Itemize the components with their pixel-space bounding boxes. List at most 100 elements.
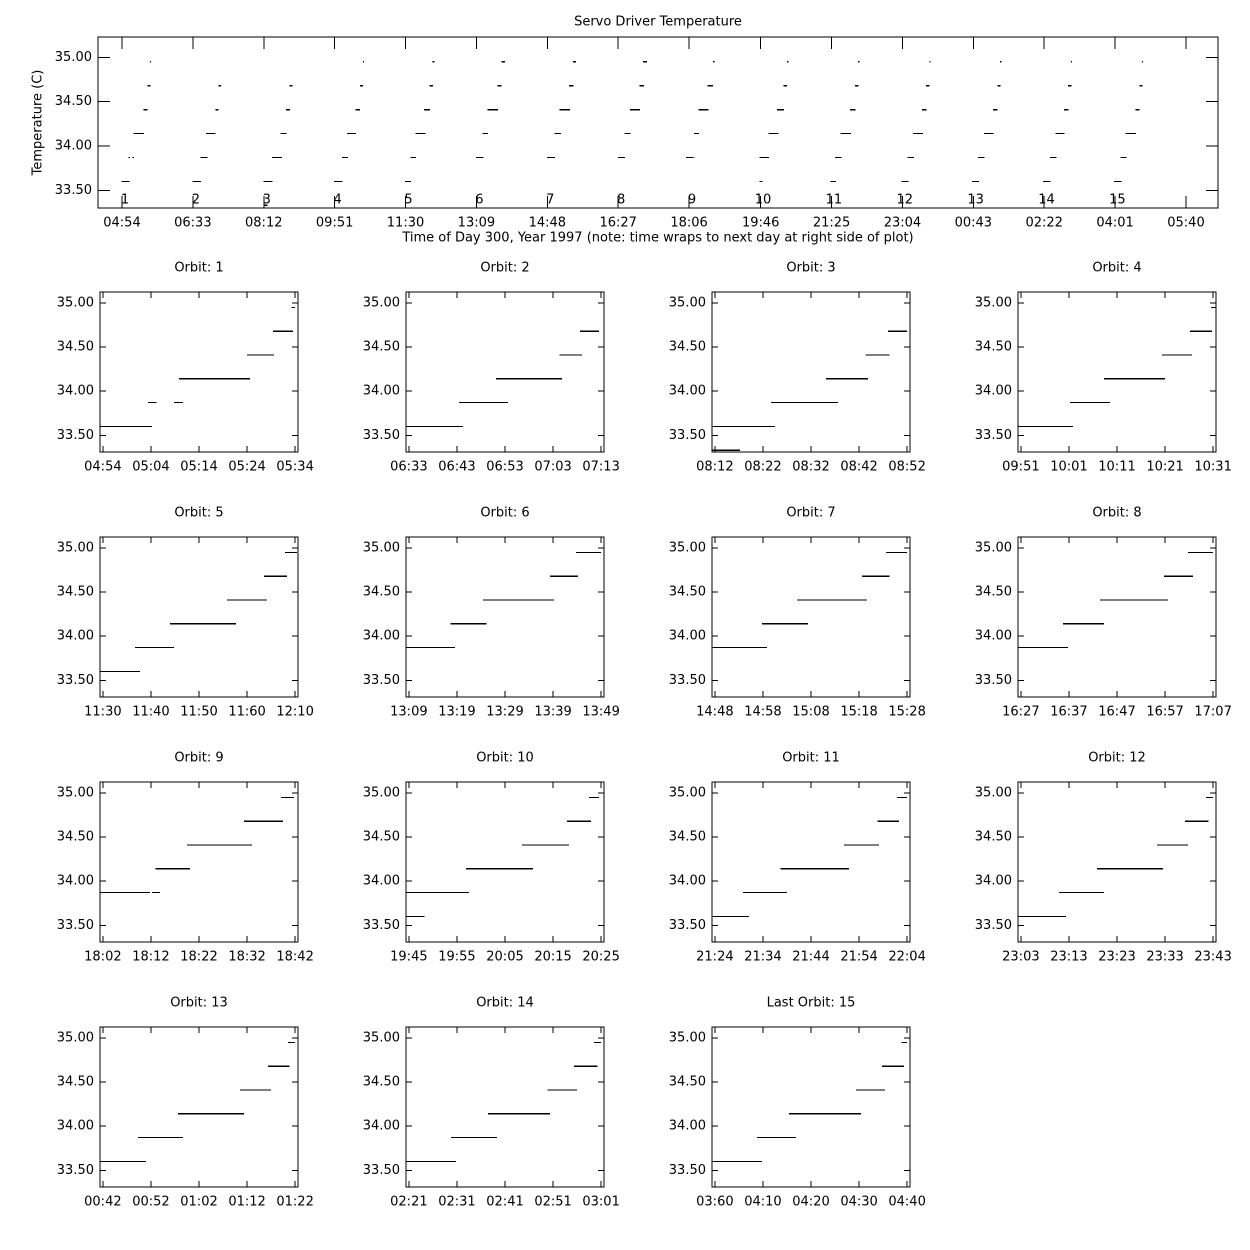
orbit-label: 12: [896, 193, 913, 208]
orbit-label: 7: [546, 193, 554, 208]
x-tick-label: 09:51: [316, 216, 353, 231]
orbit-label: 8: [617, 193, 625, 208]
x-tick-label: 04:54: [103, 216, 140, 231]
y-tick-label: 34.50: [669, 585, 706, 600]
chart-title: Orbit: 7: [786, 506, 835, 521]
y-tick-label: 34.50: [57, 585, 94, 600]
plot-frame: [99, 781, 299, 943]
x-tick-label: 21:24: [696, 950, 733, 965]
orbit-label: 11: [826, 193, 843, 208]
x-tick-label: 23:03: [1002, 950, 1039, 965]
x-tick-label: 06:33: [390, 460, 427, 475]
x-tick-label: 08:52: [888, 460, 925, 475]
x-tick-label: 22:04: [888, 950, 925, 965]
x-tick-label: 18:22: [180, 950, 217, 965]
chart-title: Last Orbit: 15: [767, 996, 856, 1011]
x-tick-label: 18:02: [84, 950, 121, 965]
x-tick-label: 08:12: [696, 460, 733, 475]
orbit-label: 4: [334, 193, 342, 208]
x-tick-label: 08:42: [840, 460, 877, 475]
y-tick-label: 33.50: [975, 428, 1012, 443]
x-tick-label: 13:09: [390, 705, 427, 720]
y-tick-label: 34.50: [669, 830, 706, 845]
x-tick-label: 05:04: [132, 460, 169, 475]
chart-title: Servo Driver Temperature: [574, 15, 742, 30]
plot-frame: [711, 291, 911, 453]
x-tick-label: 05:14: [180, 460, 217, 475]
x-tick-label: 23:23: [1098, 950, 1135, 965]
x-tick-label: 13:19: [438, 705, 475, 720]
x-tick-label: 06:33: [174, 216, 211, 231]
x-tick-label: 10:31: [1194, 460, 1231, 475]
y-tick-label: 33.50: [57, 428, 94, 443]
y-tick-label: 33.50: [363, 918, 400, 933]
x-tick-label: 07:03: [534, 460, 571, 475]
y-tick-label: 35.00: [363, 786, 400, 801]
y-tick-label: 34.50: [55, 94, 92, 109]
x-tick-label: 20:15: [534, 950, 571, 965]
x-tick-label: 17:07: [1194, 705, 1231, 720]
x-tick-label: 11:30: [387, 216, 424, 231]
x-tick-label: 10:11: [1098, 460, 1135, 475]
x-tick-label: 04:20: [792, 1195, 829, 1210]
x-tick-label: 15:28: [888, 705, 925, 720]
plot-frame: [1017, 291, 1217, 453]
y-tick-label: 34.00: [669, 629, 706, 644]
y-tick-label: 35.00: [669, 541, 706, 556]
y-tick-label: 34.00: [669, 1119, 706, 1134]
y-tick-label: 34.50: [669, 1075, 706, 1090]
x-tick-label: 10:21: [1146, 460, 1183, 475]
plot-frame: [99, 536, 299, 698]
plot-frame: [99, 1026, 299, 1188]
x-tick-label: 14:48: [529, 216, 566, 231]
y-tick-label: 33.50: [975, 918, 1012, 933]
y-tick-label: 33.50: [669, 918, 706, 933]
x-tick-label: 18:42: [276, 950, 313, 965]
x-tick-label: 02:41: [486, 1195, 523, 1210]
chart-title: Orbit: 1: [174, 261, 223, 276]
y-tick-label: 34.00: [669, 874, 706, 889]
x-tick-label: 16:47: [1098, 705, 1135, 720]
chart-title: Orbit: 11: [782, 751, 840, 766]
x-tick-label: 16:27: [599, 216, 636, 231]
x-tick-label: 16:57: [1146, 705, 1183, 720]
plot-frame: [1017, 536, 1217, 698]
x-tick-label: 11:60: [228, 705, 265, 720]
x-tick-label: 11:40: [132, 705, 169, 720]
orbit-label: 5: [404, 193, 412, 208]
y-tick-label: 34.00: [57, 874, 94, 889]
plot-frame: [405, 1026, 605, 1188]
plot-frame: [405, 781, 605, 943]
y-tick-label: 35.00: [669, 1031, 706, 1046]
y-tick-label: 34.50: [57, 1075, 94, 1090]
x-tick-label: 12:10: [276, 705, 313, 720]
x-tick-label: 00:43: [955, 216, 992, 231]
x-tick-label: 05:40: [1167, 216, 1204, 231]
x-tick-label: 10:01: [1050, 460, 1087, 475]
y-tick-label: 34.00: [975, 629, 1012, 644]
x-tick-label: 21:44: [792, 950, 829, 965]
x-tick-label: 03:01: [582, 1195, 619, 1210]
x-tick-label: 21:34: [744, 950, 781, 965]
x-tick-label: 08:22: [744, 460, 781, 475]
y-tick-label: 34.50: [57, 340, 94, 355]
x-tick-label: 13:29: [486, 705, 523, 720]
x-tick-label: 13:09: [458, 216, 495, 231]
plot-frame: [405, 536, 605, 698]
y-tick-label: 35.00: [55, 50, 92, 65]
x-tick-label: 01:12: [228, 1195, 265, 1210]
y-tick-label: 33.50: [57, 1163, 94, 1178]
plot-frame: [711, 536, 911, 698]
chart-title: Orbit: 12: [1088, 751, 1146, 766]
chart-title: Orbit: 6: [480, 506, 529, 521]
x-tick-label: 02:31: [438, 1195, 475, 1210]
x-tick-label: 01:22: [276, 1195, 313, 1210]
x-tick-label: 23:43: [1194, 950, 1231, 965]
x-tick-label: 20:25: [582, 950, 619, 965]
y-tick-label: 33.50: [363, 1163, 400, 1178]
chart-title: Orbit: 4: [1092, 261, 1141, 276]
orbit-label: 2: [192, 193, 200, 208]
y-tick-label: 33.50: [363, 673, 400, 688]
orbit-label: 6: [475, 193, 483, 208]
